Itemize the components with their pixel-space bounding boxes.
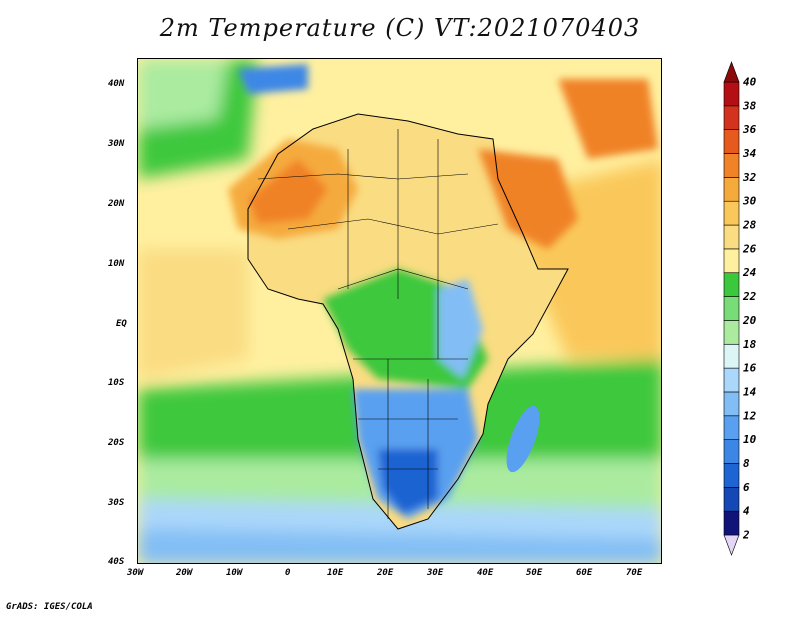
map-canvas [138,59,661,563]
ocean-cool-north-light [138,59,228,129]
east-africa-cool [438,279,483,379]
colorbar-box [723,415,740,440]
lat-label: EQ [116,319,127,329]
colorbar-label: 30 [742,195,757,208]
ocean-warm-atlantic [138,249,248,379]
colorbar-label: 24 [742,266,757,279]
lon-label: 40E [477,568,494,578]
colorbar-label: 32 [742,171,757,184]
lon-label: 0 [285,568,291,578]
southern-cold [378,449,438,514]
lat-label: 10S [108,378,125,388]
colorbar-label: 2 [742,529,750,542]
lon-label: 30W [127,568,144,578]
colorbar-box [723,224,740,250]
sahara-hot-core [248,159,328,224]
colorbar-high-triangle [723,61,740,83]
colorbar-low-triangle [723,534,740,556]
colorbar-label: 26 [742,242,757,255]
chart-title: 2m Temperature (C) VT:2021070403 [159,14,641,42]
lat-label: 40N [108,79,125,89]
colorbar-box [723,367,740,393]
lon-label: 30E [427,568,444,578]
colorbar-box [723,296,740,321]
colorbar-box [723,105,740,130]
colorbar-label: 20 [742,314,757,327]
lat-label: 40S [108,557,125,567]
colorbar-box [723,153,740,178]
country-borders [257,129,499,519]
grads-credit: GrADS: IGES/COLA [6,602,93,612]
colorbar-label: 14 [743,385,757,398]
colorbar-box [723,439,740,464]
lat-label: 20S [108,438,125,448]
colorbar-box [723,510,740,536]
colorbar-box [723,272,740,297]
colorbar-box [723,200,740,226]
lon-label: 20E [377,568,394,578]
colorbar-label: 28 [742,219,757,232]
colorbar-label: 6 [743,481,750,494]
colorbar-box [723,320,740,345]
colorbar-label: 40 [743,76,757,89]
colorbar-label: 12 [743,409,757,422]
lon-label: 70E [626,568,643,578]
colorbar-label: 18 [743,338,757,351]
colorbar-label: 8 [743,457,750,470]
arabia-hot [478,149,578,249]
colorbar-label: 22 [742,290,757,303]
lon-label: 20W [176,568,193,578]
lat-label: 10N [108,259,125,269]
lon-label: 60E [576,568,593,578]
colorbar-box [723,177,740,202]
colorbar-box [723,248,740,274]
lat-label: 30N [108,139,125,149]
lat-label: 30S [108,498,125,508]
colorbar-box [723,343,740,369]
colorbar-box [723,391,740,417]
colorbar-box [723,81,740,107]
colorbar-label: 10 [743,433,757,446]
colorbar-box [723,463,740,488]
colorbar-label: 36 [742,123,757,136]
iran-hot [558,79,658,159]
colorbar-label: 16 [743,362,757,375]
colorbar-label: 34 [742,147,757,160]
lat-label: 20N [108,199,125,209]
madagascar [506,405,540,473]
colorbar-box [723,129,740,154]
colorbar-label: 4 [743,505,750,518]
lon-label: 10E [327,568,344,578]
lon-label: 10W [226,568,243,578]
colorbar-label: 38 [742,99,757,112]
colorbar-box [723,487,740,512]
lon-label: 50E [526,568,543,578]
europe-cool [238,64,308,94]
ocean-south-14 [138,529,661,563]
temperature-map [137,58,662,564]
coastline [247,113,569,530]
